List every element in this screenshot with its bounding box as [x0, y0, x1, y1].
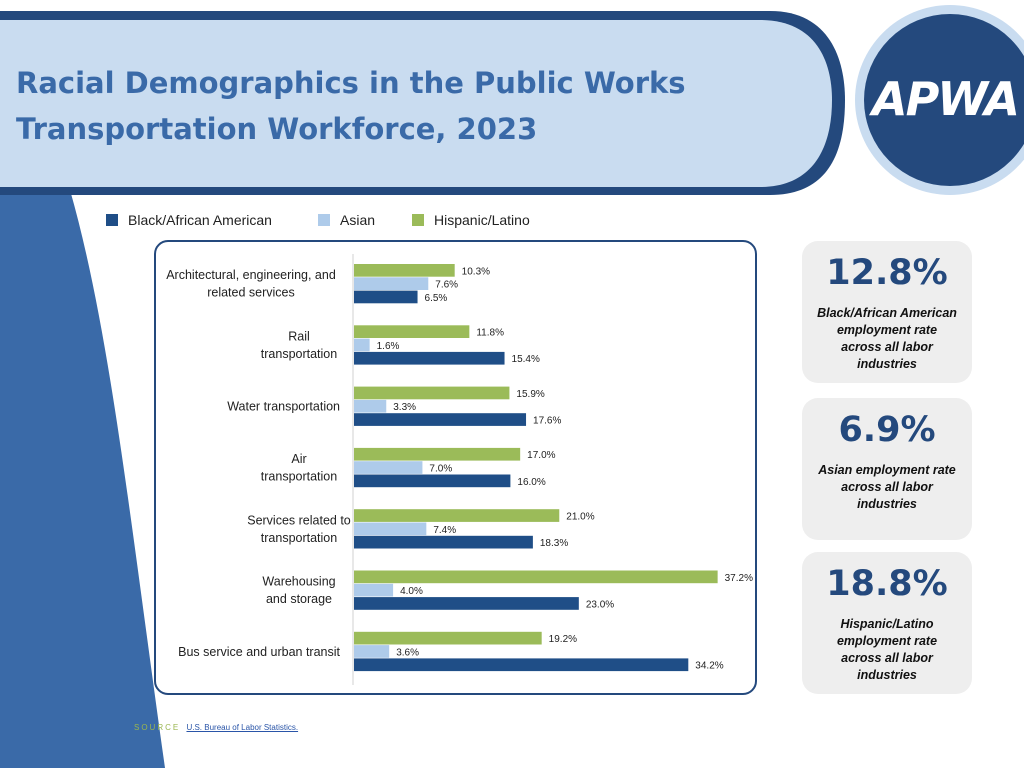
bar-black-african-american	[354, 658, 689, 672]
data-label: 17.6%	[533, 416, 561, 427]
data-label: 15.4%	[512, 354, 540, 365]
data-label: 1.6%	[377, 341, 400, 352]
bar-asian	[354, 338, 370, 352]
data-label: 19.2%	[549, 634, 577, 645]
data-label: 16.0%	[517, 477, 545, 488]
category-label: Water transportation	[227, 400, 340, 414]
page-title-line-2: Transportation Workforce, 2023	[16, 112, 538, 146]
data-label: 11.8%	[476, 328, 504, 339]
data-label: 4.0%	[400, 586, 423, 597]
bar-hispanic-latino	[354, 386, 510, 400]
data-label: 3.3%	[393, 402, 416, 413]
bar-asian	[354, 645, 390, 658]
bar-asian	[354, 461, 423, 474]
bar-black-african-american	[354, 535, 533, 549]
bar-hispanic-latino	[354, 509, 560, 522]
data-label: 7.0%	[429, 464, 452, 475]
category-label: Rail transportation	[261, 330, 337, 362]
legend-label: Black/African American	[128, 212, 272, 228]
data-label: 17.0%	[527, 450, 555, 461]
apwa-logo: APWA	[871, 72, 1020, 126]
stat-description: Black/African American employment rate a…	[817, 306, 957, 371]
source-note: SOURCE U.S. Bureau of Labor Statistics.	[134, 723, 298, 732]
bar-asian	[354, 522, 427, 536]
data-label: 10.3%	[462, 266, 490, 277]
data-label: 23.0%	[586, 599, 614, 610]
bar-asian	[354, 583, 394, 597]
bar-black-african-american	[354, 290, 418, 304]
data-label: 15.9%	[516, 389, 544, 400]
page-title-line-1: Racial Demographics in the Public Works	[16, 66, 686, 100]
data-label: 21.0%	[566, 512, 594, 523]
stat-value: 12.8%	[826, 253, 948, 293]
data-label: 3.6%	[396, 647, 419, 658]
data-label: 7.4%	[433, 525, 456, 536]
source-link[interactable]: U.S. Bureau of Labor Statistics.	[186, 723, 299, 732]
stat-value: 18.8%	[826, 564, 948, 604]
bar-asian	[354, 399, 387, 413]
bar-black-african-american	[354, 413, 527, 426]
legend-label: Asian	[340, 212, 376, 228]
bar-hispanic-latino	[354, 570, 718, 584]
page-title: Racial Demographics in the Public Works …	[16, 60, 776, 152]
category-label: Services related to transportation	[247, 513, 351, 545]
legend-swatch-black-african-american	[106, 214, 118, 226]
legend-swatch-asian	[318, 214, 330, 226]
bar-hispanic-latino	[354, 631, 542, 645]
bar-hispanic-latino	[354, 264, 455, 277]
bar-black-african-american	[354, 597, 579, 610]
legend-item-asian: Asian	[318, 212, 375, 228]
chart-frame	[154, 240, 757, 695]
stat-description: Hispanic/Latino employment rate across a…	[836, 617, 938, 682]
bar-black-african-american	[354, 474, 511, 488]
stat-card-black-african-american: 12.8% Black/African American employment …	[802, 241, 972, 383]
bar-hispanic-latino	[354, 325, 470, 338]
category-label: Bus service and urban transit	[178, 645, 340, 659]
bar-black-african-american	[354, 351, 505, 365]
source-label: SOURCE	[134, 723, 181, 732]
category-label: Air transportation	[261, 452, 337, 484]
stat-description: Asian employment rate across all labor i…	[818, 463, 956, 511]
bar-chart: Architectural, engineering, and related s…	[166, 254, 753, 685]
category-label: Warehousing and storage	[262, 575, 335, 607]
stat-value: 6.9%	[838, 410, 936, 450]
bar-hispanic-latino	[354, 447, 521, 461]
legend-label: Hispanic/Latino	[434, 212, 530, 228]
stat-card-asian: 6.9% Asian employment rate across all la…	[802, 398, 972, 540]
legend-item-black-african-american: Black/African American	[106, 212, 272, 228]
data-label: 18.3%	[540, 538, 568, 549]
category-label: Architectural, engineering, and related s…	[166, 268, 336, 300]
data-label: 37.2%	[725, 573, 753, 584]
legend-item-hispanic-latino: Hispanic/Latino	[412, 212, 530, 228]
stat-card-hispanic-latino: 18.8% Hispanic/Latino employment rate ac…	[802, 552, 972, 694]
legend-swatch-hispanic-latino	[412, 214, 424, 226]
data-label: 7.6%	[435, 280, 458, 291]
bar-asian	[354, 277, 429, 290]
data-label: 6.5%	[425, 293, 448, 304]
data-label: 34.2%	[695, 661, 723, 672]
